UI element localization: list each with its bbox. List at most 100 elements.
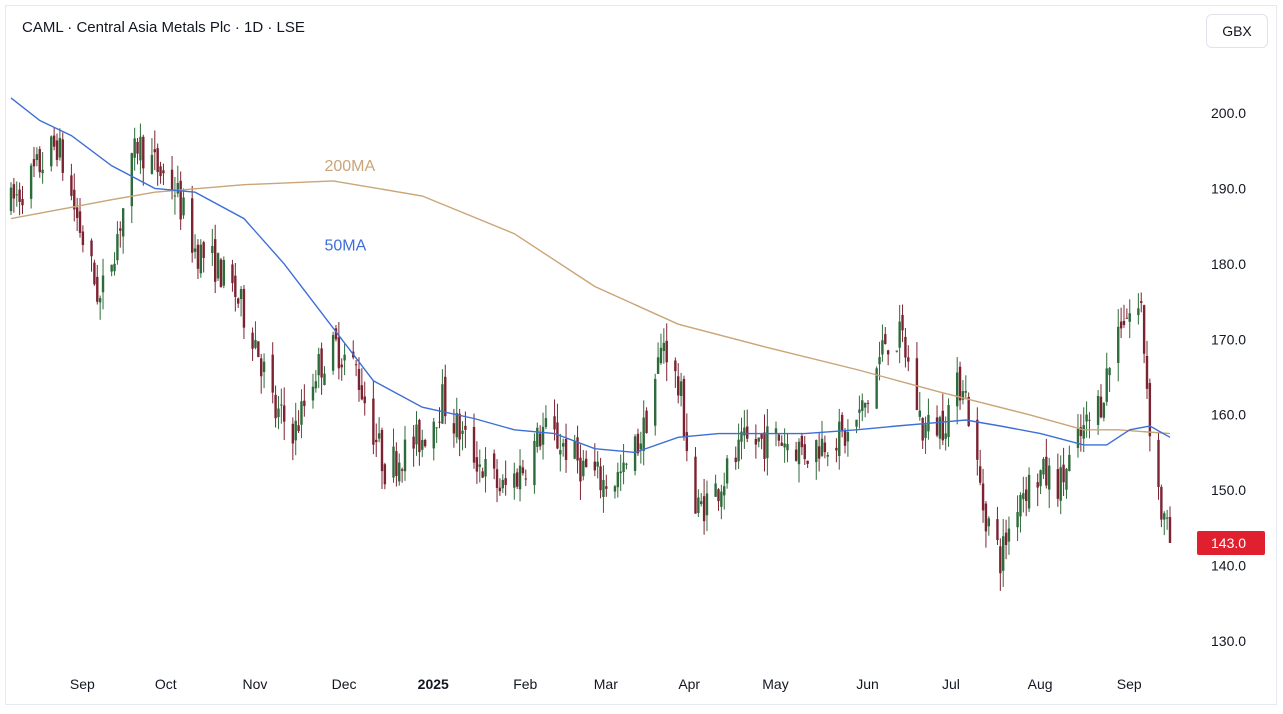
candle-body bbox=[697, 497, 700, 513]
candle-body bbox=[886, 350, 890, 355]
candle-body bbox=[199, 244, 203, 274]
candle-body bbox=[41, 169, 44, 174]
candle-body bbox=[619, 471, 622, 474]
candle-body bbox=[904, 336, 907, 358]
candles-layer bbox=[9, 123, 1172, 591]
candle-body bbox=[820, 438, 824, 456]
candle-body bbox=[219, 259, 223, 288]
last-price-marker: 143.0 bbox=[1197, 530, 1265, 555]
candle-body bbox=[323, 373, 326, 386]
candle-body bbox=[21, 198, 24, 206]
candle-body bbox=[846, 431, 850, 442]
candle-body bbox=[682, 378, 686, 438]
candle-body bbox=[633, 436, 637, 471]
candle-body bbox=[780, 442, 783, 446]
candle-body bbox=[193, 248, 197, 252]
candle-body bbox=[231, 264, 234, 284]
candle-body bbox=[838, 421, 841, 457]
candle-body bbox=[757, 437, 760, 442]
candle-body bbox=[1128, 313, 1131, 322]
candle-body bbox=[190, 198, 194, 253]
candle-body bbox=[700, 501, 703, 505]
candle-body bbox=[654, 378, 657, 426]
candle-body bbox=[458, 413, 461, 440]
candle-body bbox=[73, 189, 76, 210]
candle-body bbox=[898, 321, 901, 348]
candle-body bbox=[723, 486, 726, 496]
candle-body bbox=[176, 183, 180, 194]
candle-body bbox=[823, 442, 827, 453]
candle-body bbox=[958, 366, 962, 401]
candle-body bbox=[1001, 536, 1005, 571]
candle-body bbox=[599, 466, 602, 491]
y-tick-label: 160.0 bbox=[1211, 407, 1246, 423]
candle-body bbox=[1117, 326, 1120, 363]
candle-body bbox=[162, 170, 165, 174]
candle-body bbox=[50, 136, 53, 167]
candle-body bbox=[179, 180, 182, 220]
currency-button[interactable]: GBX bbox=[1206, 14, 1268, 48]
candle-body bbox=[101, 275, 105, 293]
candle-body bbox=[1108, 368, 1111, 376]
candle-body bbox=[484, 458, 487, 477]
candle-body bbox=[234, 275, 237, 297]
candle-body bbox=[277, 408, 280, 418]
candle-body bbox=[311, 386, 315, 401]
candle-body bbox=[18, 189, 21, 202]
candle-body bbox=[1085, 414, 1088, 422]
candle-body bbox=[536, 427, 539, 447]
ma50-line bbox=[10, 97, 1171, 454]
candle-body bbox=[78, 211, 82, 233]
candle-body bbox=[492, 453, 496, 469]
candle-body bbox=[438, 421, 441, 423]
candle-body bbox=[642, 417, 645, 451]
candle-body bbox=[251, 332, 254, 349]
candle-body bbox=[202, 242, 205, 258]
candle-body bbox=[665, 340, 668, 363]
candle-body bbox=[861, 400, 864, 412]
candle-body bbox=[1163, 513, 1166, 520]
candle-body bbox=[340, 364, 343, 368]
candle-body bbox=[1062, 464, 1065, 483]
candle-body bbox=[121, 208, 125, 237]
candle-body bbox=[498, 487, 502, 492]
candle-body bbox=[38, 149, 41, 173]
candle-body bbox=[938, 417, 942, 439]
candle-body bbox=[1105, 368, 1108, 402]
candle-body bbox=[343, 354, 346, 361]
candle-body bbox=[984, 503, 988, 532]
candle-body bbox=[616, 472, 620, 488]
y-tick-label: 190.0 bbox=[1211, 180, 1246, 196]
candle-body bbox=[1004, 532, 1008, 546]
candle-body bbox=[766, 426, 769, 459]
candle-body bbox=[452, 423, 456, 434]
candle-body bbox=[584, 458, 588, 468]
candle-body bbox=[1119, 321, 1123, 329]
candle-body bbox=[907, 357, 910, 362]
candle-body bbox=[573, 440, 576, 459]
candle-body bbox=[29, 165, 33, 199]
candle-body bbox=[182, 197, 185, 216]
candle-body bbox=[981, 483, 985, 511]
y-tick-label: 130.0 bbox=[1211, 633, 1246, 649]
candle-body bbox=[720, 491, 723, 507]
candle-body bbox=[987, 518, 991, 527]
candle-body bbox=[222, 259, 226, 286]
candle-body bbox=[337, 337, 341, 369]
candle-body bbox=[737, 439, 740, 462]
candle-body bbox=[636, 433, 640, 454]
candle-body bbox=[674, 360, 677, 372]
candle-body bbox=[944, 433, 947, 439]
candle-body bbox=[70, 175, 73, 196]
candle-body bbox=[320, 348, 323, 378]
candle-body bbox=[783, 443, 786, 448]
candle-body bbox=[15, 194, 18, 196]
candle-body bbox=[679, 381, 683, 397]
candle-body bbox=[955, 372, 959, 407]
candle-body bbox=[283, 405, 286, 422]
candle-body bbox=[116, 234, 119, 261]
candle-body bbox=[216, 253, 220, 279]
candle-body bbox=[334, 328, 338, 340]
candle-body bbox=[291, 423, 295, 444]
